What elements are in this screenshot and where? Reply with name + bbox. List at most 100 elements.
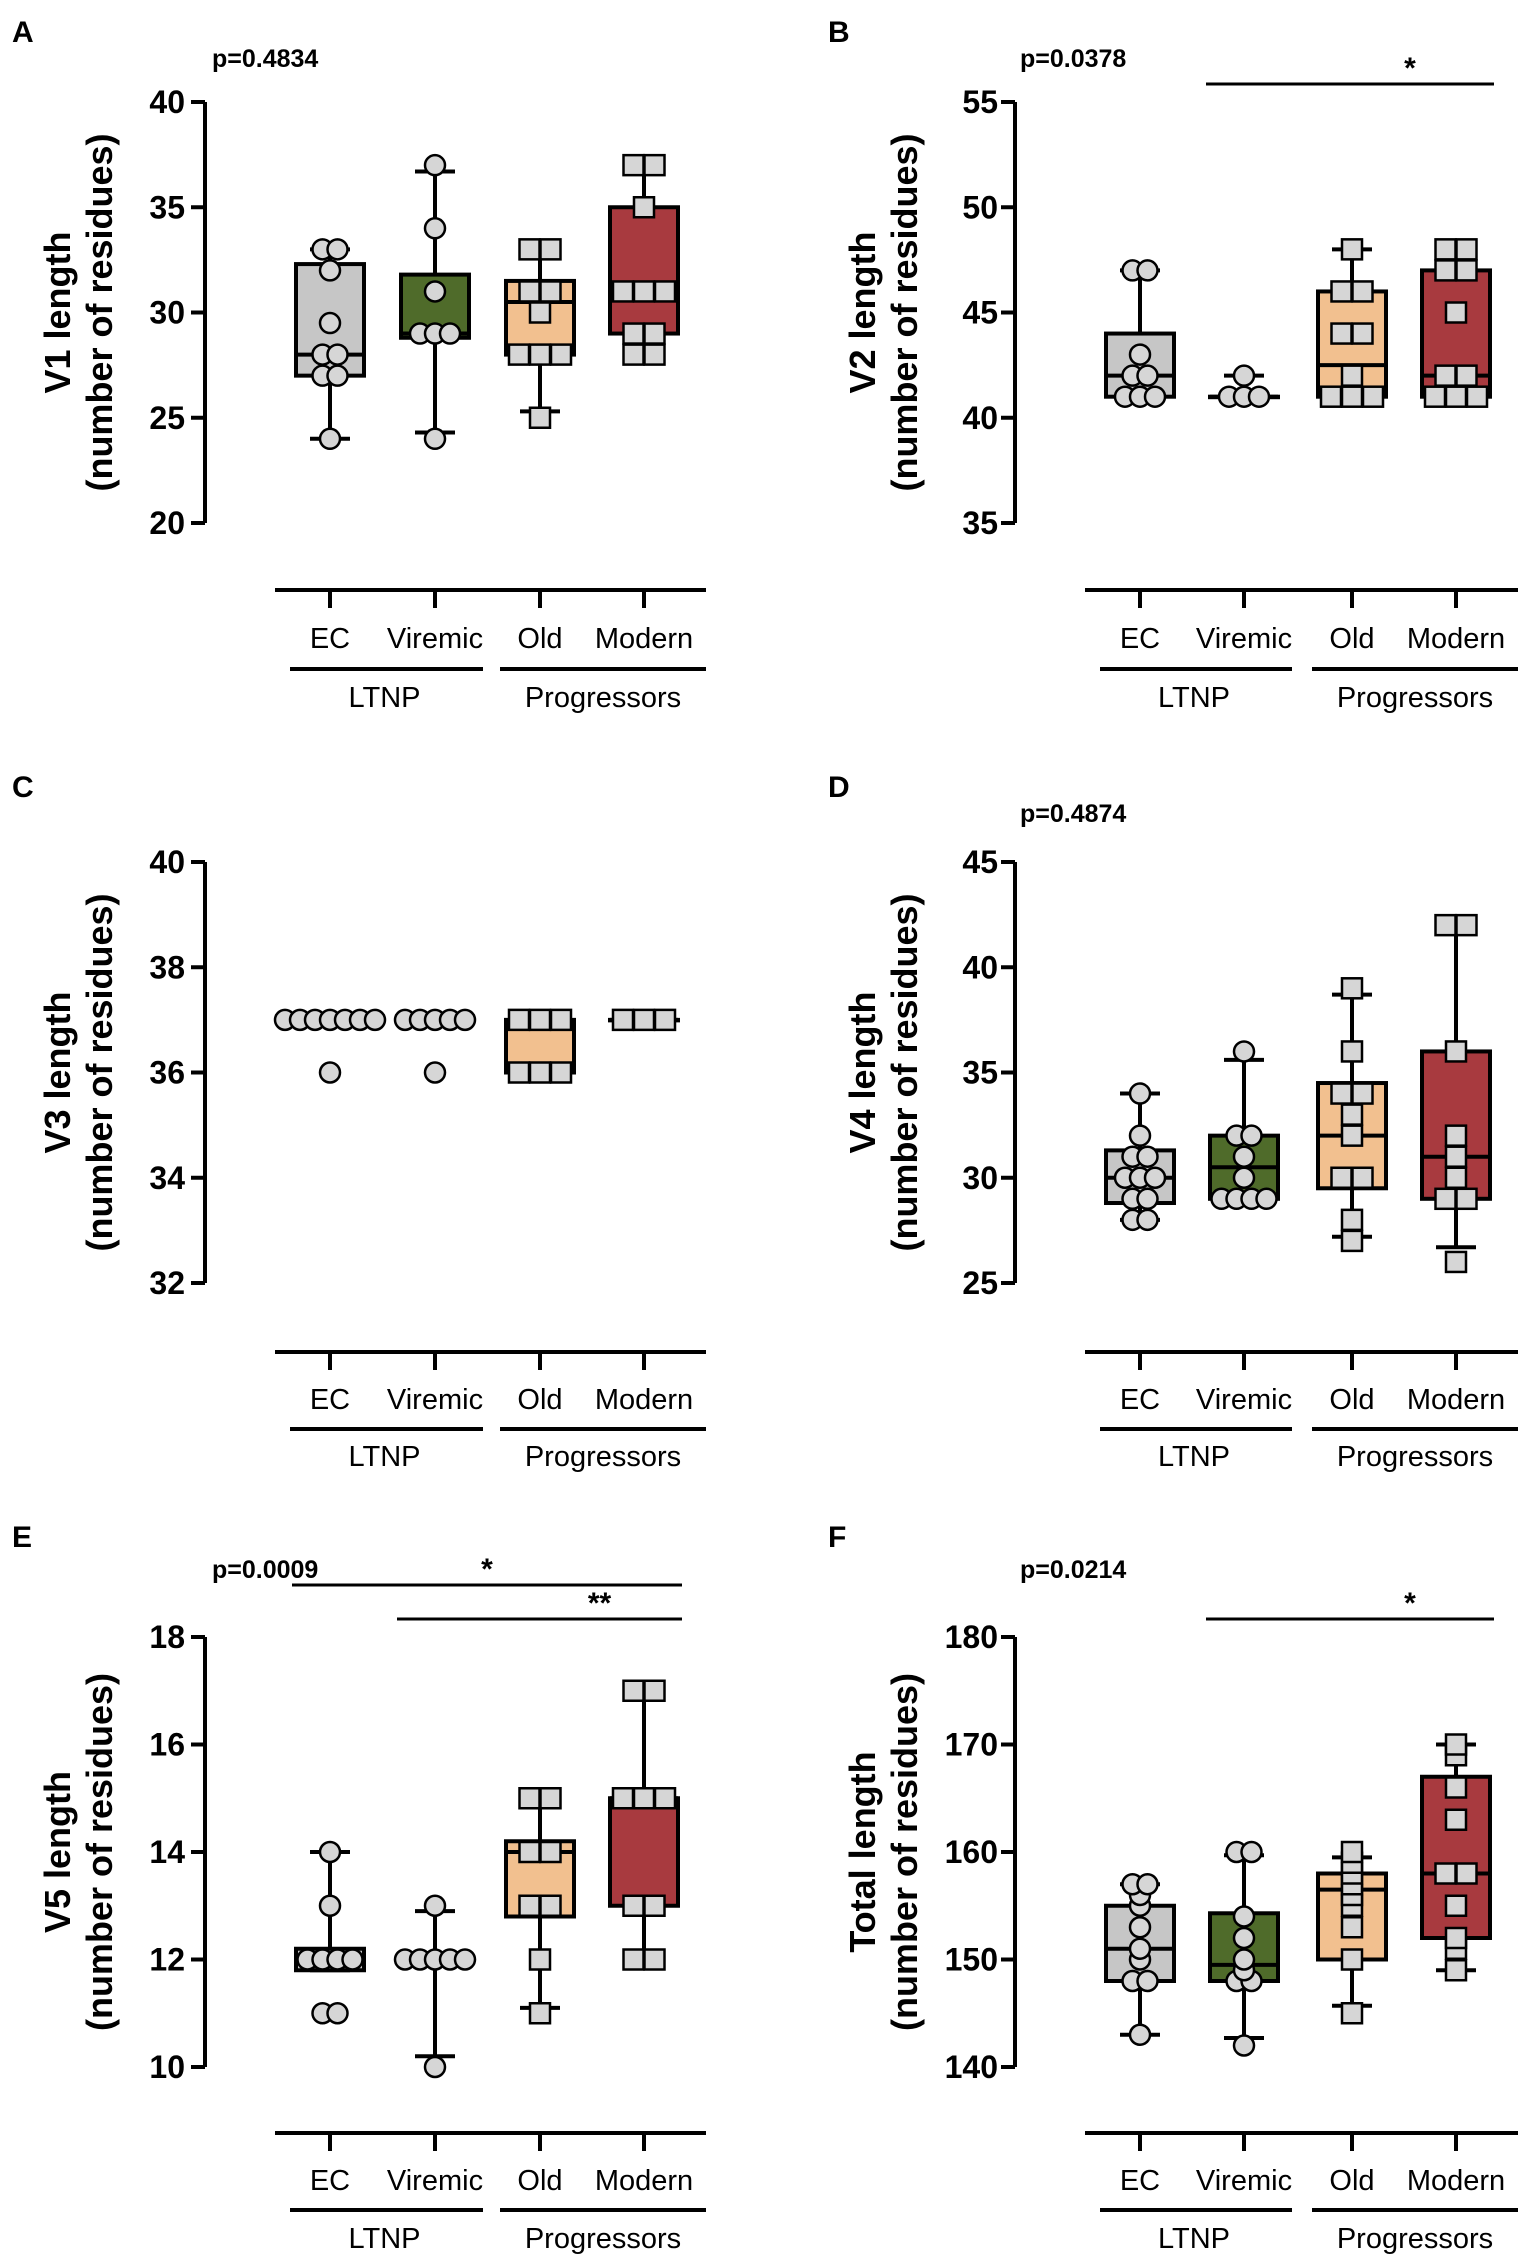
data-point <box>528 1061 552 1084</box>
box-modern <box>608 153 680 366</box>
data-point <box>549 1061 573 1084</box>
group-label: LTNP <box>1158 682 1230 714</box>
data-point <box>518 1787 541 1810</box>
data-point <box>1232 2034 1256 2057</box>
y-tick-label: 34 <box>149 1160 185 1196</box>
y-tick-label: 16 <box>149 1727 185 1763</box>
y-tick-label: 150 <box>945 1942 998 1978</box>
box-ec <box>1104 1082 1176 1232</box>
data-point <box>528 301 552 324</box>
data-point <box>1240 1124 1263 1147</box>
box-ec <box>273 1008 387 1084</box>
data-point <box>1351 1082 1374 1105</box>
p-value: p=0.4834 <box>212 45 318 73</box>
data-point <box>1434 259 1457 282</box>
data-point <box>518 1840 541 1864</box>
panel-b: Bp=0.0378 35 40 45 50 55 V2 length (number of r… <box>828 16 1518 714</box>
data-point <box>1434 1862 1457 1885</box>
y-tick-label: 12 <box>149 1942 185 1978</box>
y-tick-label: 45 <box>962 844 998 880</box>
data-point <box>528 2002 552 2025</box>
data-point <box>1455 259 1478 282</box>
data-point <box>1340 385 1364 408</box>
group-label: LTNP <box>349 2223 421 2254</box>
data-point <box>632 196 656 219</box>
data-point <box>632 280 656 303</box>
significance-label: * <box>1404 1587 1416 1620</box>
box-modern <box>608 1679 680 1971</box>
data-point <box>1444 301 1468 324</box>
category-label: Old <box>1329 1384 1374 1416</box>
group-label: LTNP <box>349 1441 421 1473</box>
y-axis-sublabel: (number of residues) <box>79 1673 120 2031</box>
data-point <box>1136 1873 1159 1896</box>
data-point <box>341 1948 364 1971</box>
data-point <box>318 1061 342 1084</box>
data-point <box>1340 1916 1364 1939</box>
category-label: EC <box>310 623 350 655</box>
data-point <box>1423 385 1447 408</box>
data-point <box>539 1894 562 1917</box>
y-axis-sublabel: (number of residues) <box>79 133 120 491</box>
data-point <box>1255 1187 1278 1211</box>
data-point <box>622 343 645 366</box>
y-axis-sublabel: (number of residues) <box>884 1673 925 2031</box>
data-point <box>1143 1166 1167 1189</box>
group-label: Progressors <box>525 2223 681 2254</box>
data-point <box>611 280 635 303</box>
p-value: p=0.0009 <box>212 1556 318 1584</box>
data-point <box>1340 1124 1364 1147</box>
y-tick-label: 40 <box>149 844 185 880</box>
data-point <box>423 427 447 451</box>
y-axis-label: V5 length <box>37 1771 78 1933</box>
category-label: EC <box>310 2165 350 2197</box>
data-point <box>528 406 552 429</box>
data-point <box>1319 385 1343 408</box>
data-point <box>1434 1187 1457 1211</box>
y-tick-label: 140 <box>945 2049 998 2085</box>
category-label: Modern <box>1407 623 1505 655</box>
category-label: Old <box>1329 2165 1374 2197</box>
y-tick-label: 35 <box>962 505 998 541</box>
data-point <box>1128 343 1152 366</box>
data-point <box>453 1008 477 1032</box>
data-point <box>611 1008 635 1032</box>
y-tick-label: 40 <box>149 84 185 120</box>
box-modern <box>608 1008 680 1032</box>
group-label: Progressors <box>1337 682 1493 714</box>
panel-a: Ap=0.4834 20 25 30 35 40 V1 length (number of r… <box>12 16 706 714</box>
significance-label: * <box>481 1553 493 1586</box>
data-point <box>653 1787 677 1810</box>
category-label: Old <box>1329 623 1374 655</box>
group-label: Progressors <box>1337 2223 1493 2254</box>
data-point <box>1340 1208 1364 1232</box>
data-point <box>643 153 666 177</box>
box-ec <box>294 1840 366 2025</box>
y-tick-label: 55 <box>962 84 998 120</box>
data-point <box>1444 1166 1468 1189</box>
data-point <box>1340 364 1364 387</box>
data-point <box>1444 1250 1468 1274</box>
box-viremic <box>393 1008 477 1084</box>
data-point <box>1136 1208 1159 1232</box>
y-axis-label: V3 length <box>37 991 78 1153</box>
box-modern <box>1420 913 1492 1274</box>
group-label: Progressors <box>525 1441 681 1473</box>
category-label: Modern <box>1407 1384 1505 1416</box>
y-tick-label: 160 <box>945 1834 998 1870</box>
panel-f: Fp=0.0214 140 150 160 170 180 Total length (num… <box>828 1521 1518 2254</box>
y-tick-label: 14 <box>149 1834 185 1870</box>
box-viremic <box>1208 1840 1280 2057</box>
data-point <box>1136 1187 1159 1211</box>
category-label: Modern <box>595 623 693 655</box>
panel-e: Ep=0.0009 10 12 14 16 18 V5 length (number of r… <box>12 1521 706 2254</box>
y-axis-sublabel: (number of residues) <box>79 893 120 1251</box>
data-point <box>423 1061 447 1084</box>
data-point <box>423 217 447 240</box>
category-label: Viremic <box>387 2165 483 2197</box>
category-label: Viremic <box>387 623 483 655</box>
box-ec <box>1104 1873 1176 2046</box>
data-point <box>539 1787 562 1810</box>
data-point <box>363 1008 387 1032</box>
data-point <box>318 427 342 451</box>
